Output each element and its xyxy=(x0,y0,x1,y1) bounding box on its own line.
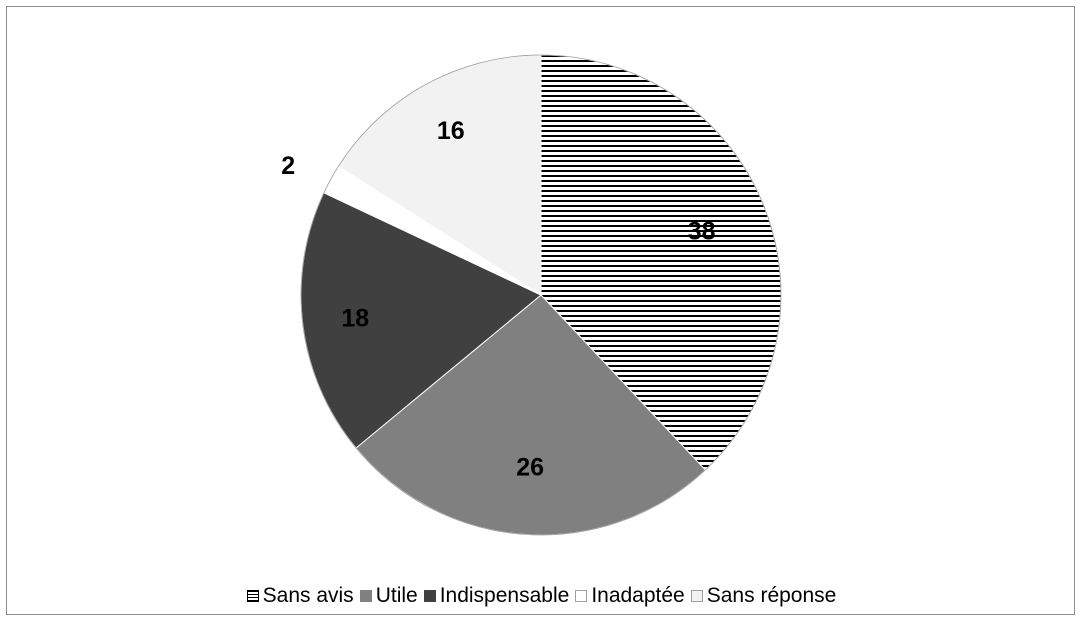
pie-slices xyxy=(300,54,782,536)
legend-item-sans-avis: Sans avis xyxy=(246,584,354,608)
legend: Sans avis Utile Indispensable Inadaptée Sans… xyxy=(0,584,1083,608)
pie-outline xyxy=(300,54,782,536)
data-label-sans-reponse: 16 xyxy=(437,117,465,145)
legend-swatch-sans-avis xyxy=(246,590,259,602)
legend-item-indispensable: Indispensable xyxy=(423,584,570,608)
data-label-sans-avis: 38 xyxy=(688,217,716,245)
legend-swatch-sans-reponse xyxy=(690,590,703,602)
pie-data-labels: 38 26 18 2 16 xyxy=(281,117,715,482)
legend-label-sans-reponse: Sans réponse xyxy=(706,584,837,607)
legend-swatch-utile xyxy=(359,590,372,602)
legend-swatch-inadaptee xyxy=(575,590,588,602)
data-label-utile: 26 xyxy=(516,453,544,481)
legend-item-inadaptee: Inadaptée xyxy=(575,584,685,608)
legend-label-utile: Utile xyxy=(375,584,418,607)
legend-label-indispensable: Indispensable xyxy=(439,584,570,607)
data-label-inadaptee: 2 xyxy=(281,152,295,180)
legend-item-sans-reponse: Sans réponse xyxy=(690,584,837,608)
data-label-indispensable: 18 xyxy=(341,304,369,332)
legend-label-inadaptee: Inadaptée xyxy=(591,584,685,607)
legend-swatch-indispensable xyxy=(423,590,436,602)
legend-item-utile: Utile xyxy=(359,584,418,608)
legend-label-sans-avis: Sans avis xyxy=(262,584,354,607)
